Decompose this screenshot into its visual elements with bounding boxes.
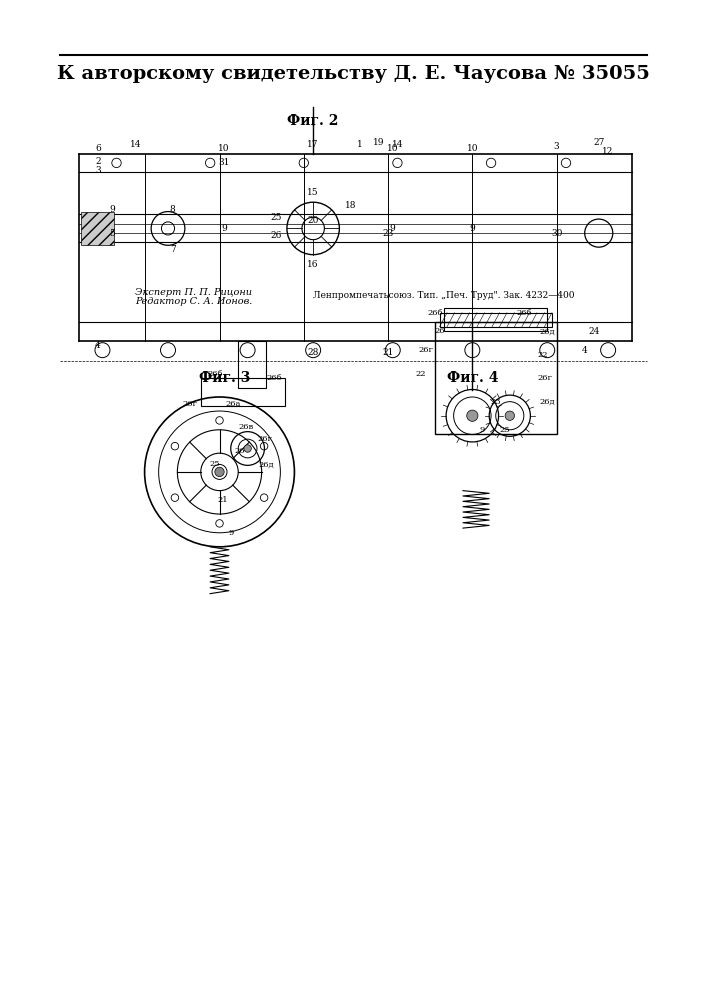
Text: Эксперт П. П. Рицони: Эксперт П. П. Рицони: [135, 288, 252, 297]
Text: 9: 9: [469, 224, 475, 233]
Bar: [435, 322, 556, 434]
Bar: [201, 378, 285, 406]
Circle shape: [505, 411, 515, 420]
Text: 3: 3: [95, 166, 100, 175]
Text: 14: 14: [392, 140, 403, 149]
Text: 26: 26: [235, 447, 245, 455]
Bar: [81, 212, 114, 245]
Text: 22: 22: [537, 351, 548, 359]
Text: 26г: 26г: [257, 435, 272, 443]
Text: 26а: 26а: [226, 400, 241, 408]
Text: 22: 22: [416, 370, 426, 378]
Text: 10: 10: [218, 144, 230, 153]
Text: Ленпромпечатьсоюз. Тип. „Печ. Труд". Зак. 4232—400: Ленпромпечатьсоюз. Тип. „Печ. Труд". Зак…: [313, 291, 575, 300]
Text: 5: 5: [109, 229, 115, 238]
Text: Фиг. 4: Фиг. 4: [447, 371, 498, 385]
Bar: [238, 341, 267, 388]
Text: 9: 9: [228, 529, 233, 537]
Text: 25: 25: [209, 460, 220, 468]
Text: 26г: 26г: [538, 374, 553, 382]
Text: 23: 23: [382, 229, 394, 238]
Text: Редактор С. А. Ионов.: Редактор С. А. Ионов.: [135, 297, 252, 306]
Text: 24: 24: [588, 327, 600, 336]
Text: 27: 27: [593, 138, 604, 147]
Text: 21: 21: [382, 348, 394, 357]
Text: 17: 17: [308, 140, 319, 149]
Circle shape: [215, 467, 224, 477]
Text: 26б: 26б: [427, 309, 443, 317]
Text: Фиг. 2: Фиг. 2: [288, 114, 339, 128]
Circle shape: [244, 445, 252, 452]
Text: 1: 1: [357, 140, 363, 149]
Text: 9: 9: [109, 205, 115, 214]
Text: 26в: 26в: [238, 423, 253, 431]
Text: 2: 2: [95, 157, 100, 166]
Text: 26г: 26г: [182, 400, 197, 408]
Circle shape: [467, 410, 478, 421]
Text: 30: 30: [551, 229, 562, 238]
Text: 31: 31: [218, 158, 230, 167]
Text: 26д: 26д: [539, 327, 555, 335]
Text: 10: 10: [467, 144, 478, 153]
Text: 12: 12: [602, 147, 614, 156]
Text: 26б: 26б: [516, 309, 532, 317]
Text: Фиг. 3: Фиг. 3: [199, 371, 250, 385]
Bar: [440, 313, 552, 327]
Text: 26г: 26г: [418, 346, 433, 354]
Text: 10: 10: [387, 144, 399, 153]
Text: 6: 6: [95, 144, 100, 153]
Text: 9: 9: [479, 426, 484, 434]
Text: 15: 15: [308, 188, 319, 197]
Text: 26б: 26б: [266, 374, 281, 382]
Text: 26б: 26б: [207, 370, 223, 378]
Text: К авторскому свидетельству Д. Е. Чаусова № 35055: К авторскому свидетельству Д. Е. Чаусова…: [57, 65, 650, 83]
Text: 18: 18: [345, 201, 356, 210]
Text: 26д: 26д: [539, 398, 555, 406]
Text: 26: 26: [434, 327, 445, 335]
Text: 26д: 26д: [259, 460, 274, 468]
Text: 7: 7: [170, 245, 175, 254]
Text: 4: 4: [95, 341, 100, 350]
Text: 19: 19: [373, 138, 385, 147]
Text: 9: 9: [221, 224, 227, 233]
Text: 23: 23: [491, 398, 501, 406]
Text: 8: 8: [170, 205, 175, 214]
Text: 9: 9: [390, 224, 396, 233]
Text: 16: 16: [308, 260, 319, 269]
Text: 14: 14: [129, 140, 141, 149]
Text: 26: 26: [270, 231, 281, 240]
Bar: [444, 308, 547, 331]
Text: 4: 4: [582, 346, 588, 355]
Text: 28: 28: [308, 348, 319, 357]
Text: 21: 21: [217, 496, 228, 504]
Text: 25: 25: [270, 213, 281, 222]
Text: 25: 25: [500, 426, 510, 434]
Text: 20: 20: [308, 216, 319, 225]
Text: 3: 3: [554, 142, 559, 151]
